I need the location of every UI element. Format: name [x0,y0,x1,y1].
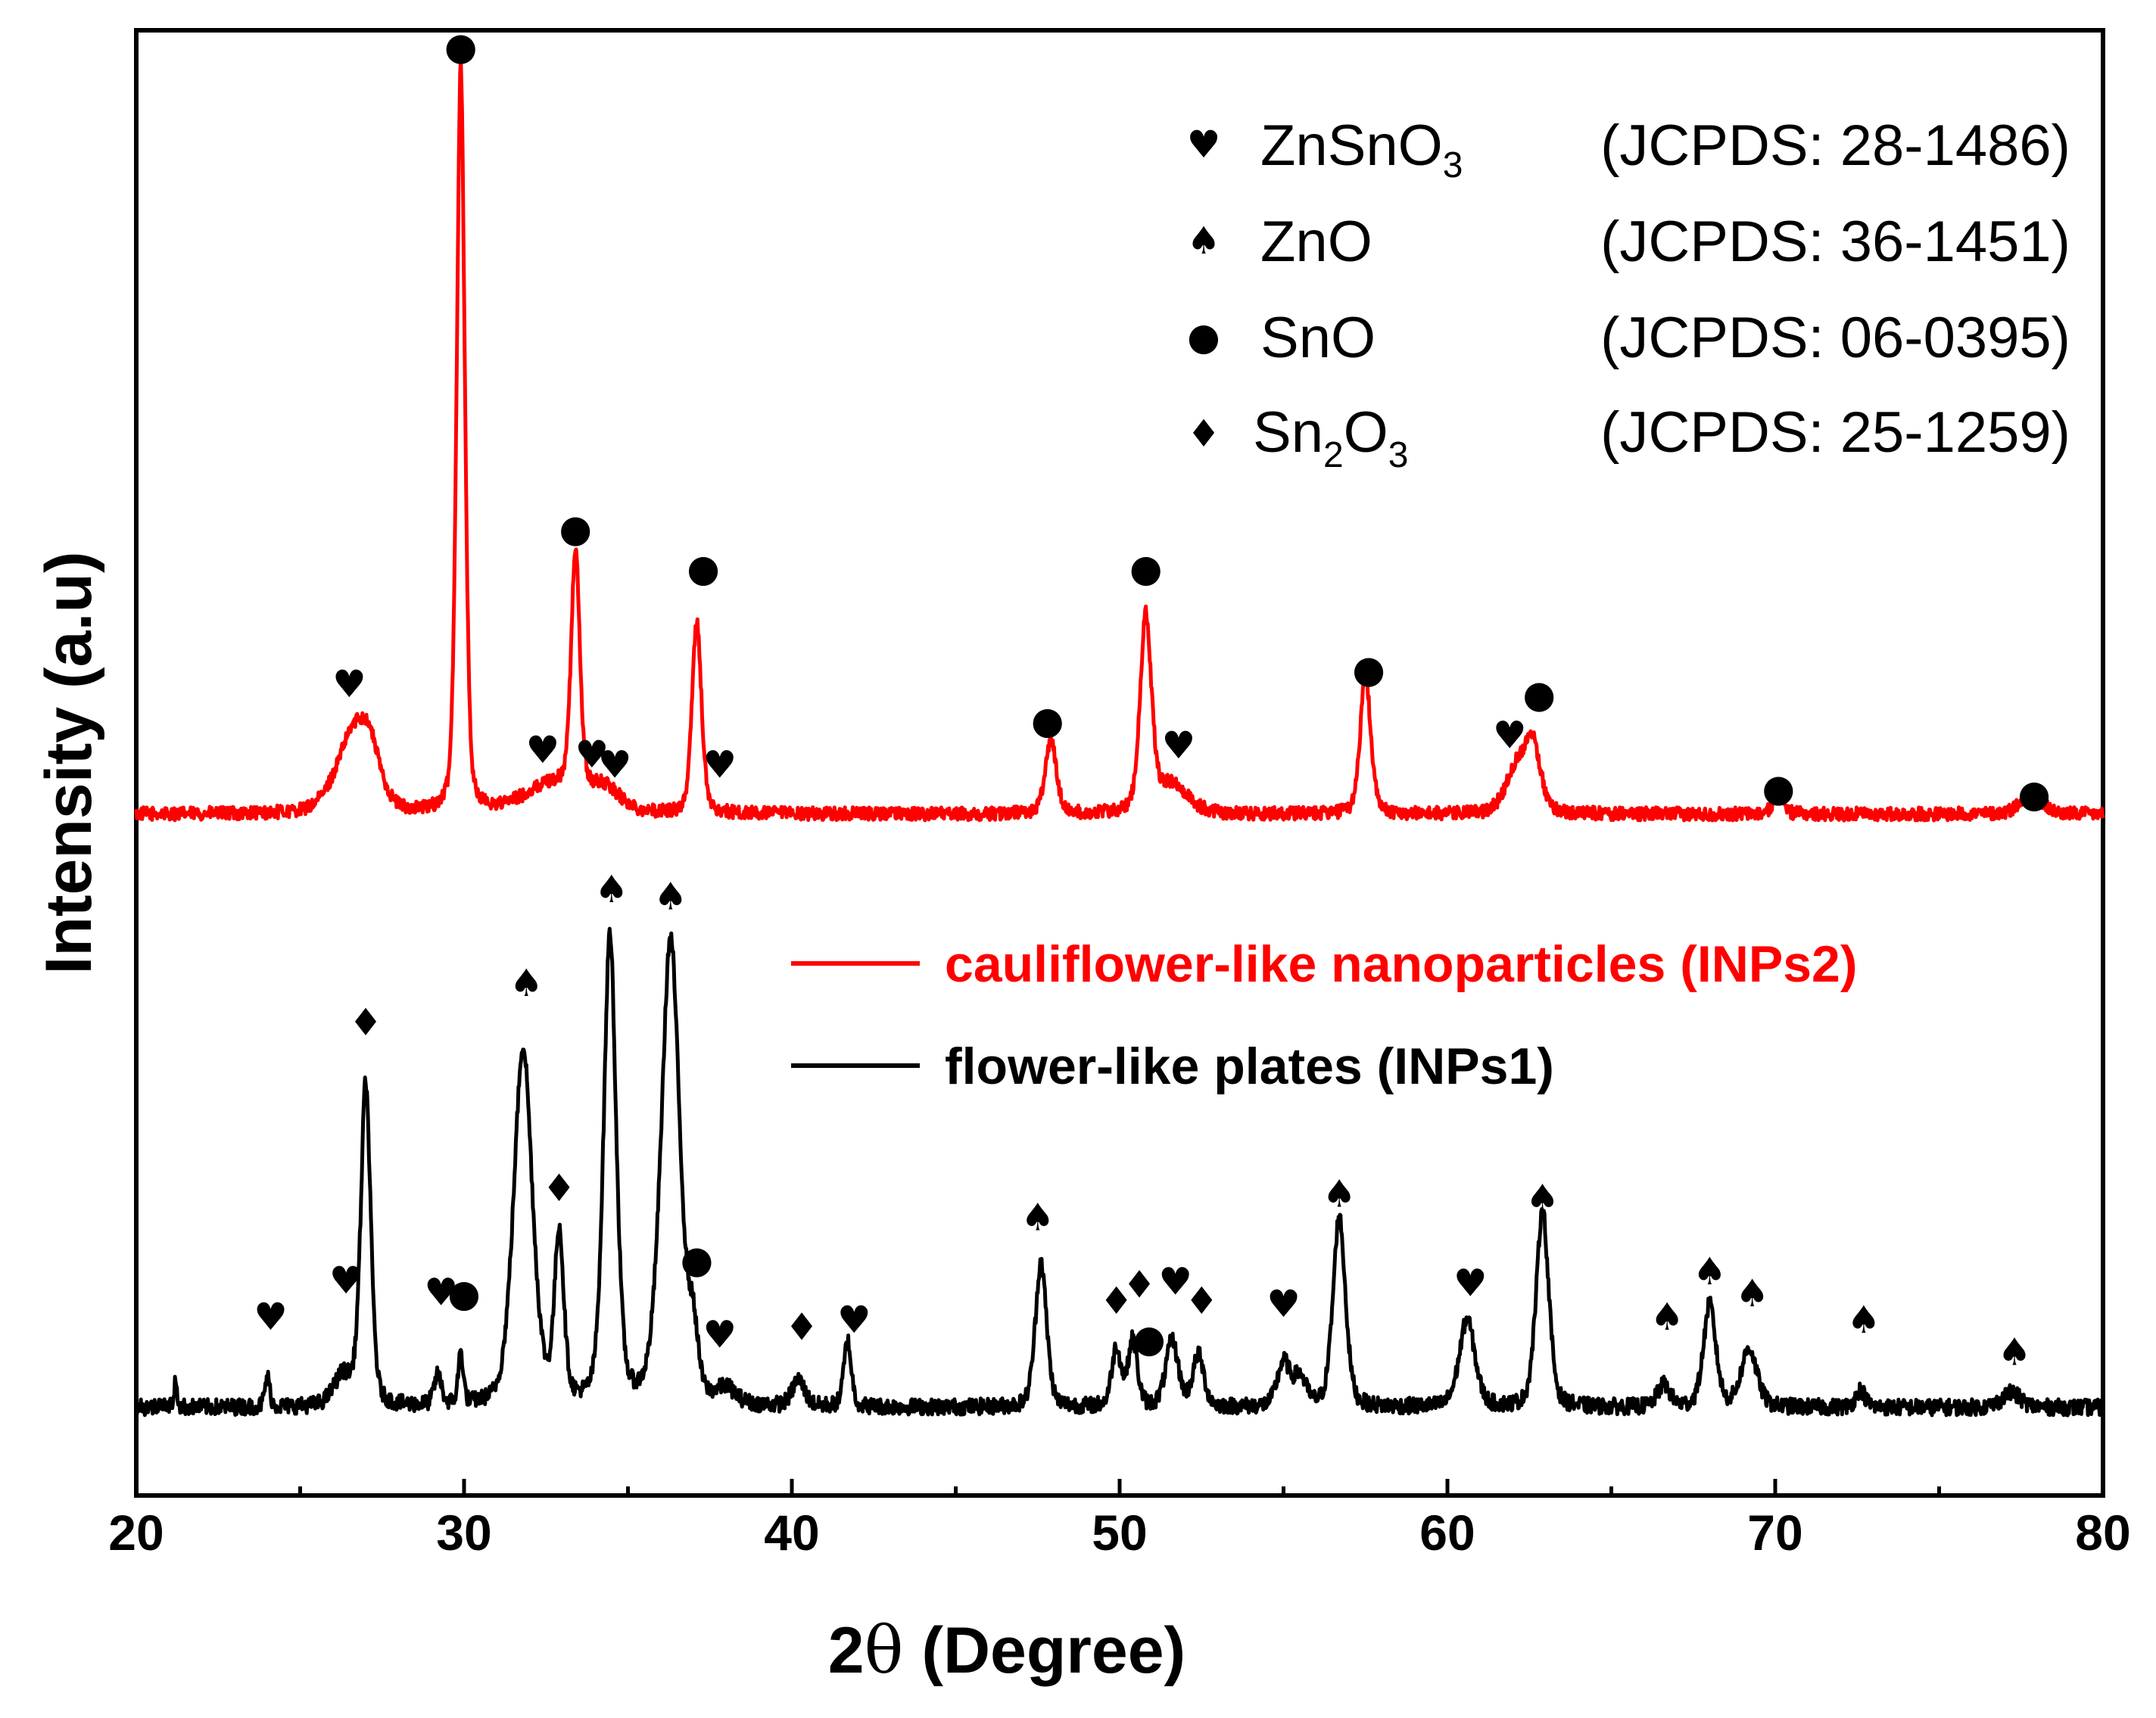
spade-marker: ♠ [653,875,687,919]
circle-marker: ● [1031,699,1064,742]
reference-jcpds-sn2o3: (JCPDS: 25-1259) [1600,400,2070,465]
diamond-marker: ♦ [349,1001,383,1044]
legend-label-inps1: flower-like plates (INPs1) [945,1038,1554,1095]
heart-marker: ♥ [837,1298,871,1342]
y-axis-title: Intensity (a.u) [33,551,105,974]
heart-marker: ♥ [332,662,366,706]
heart-marker: ♥ [329,1259,363,1303]
reference-legend: ♥ ZnSnO3 (JCPDS: 28-1486) ♠ ZnO (JCPDS: … [1187,114,2070,475]
circle-marker: ● [1762,766,1796,810]
diamond-icon: ♦ [1187,412,1221,456]
spade-marker: ♠ [1693,1250,1727,1293]
spade-marker: ♠ [594,867,628,911]
reference-jcpds-zno: (JCPDS: 36-1451) [1600,210,2070,274]
heart-marker: ♥ [1453,1262,1488,1306]
series-layer [134,57,2105,1418]
spade-marker: ♠ [1735,1271,1769,1315]
circle-marker: ● [559,507,592,551]
diamond-marker: ♦ [1099,1279,1133,1323]
reference-jcpds-sno: (JCPDS: 06-0395) [1600,306,2070,370]
circle-icon: ● [1187,315,1220,359]
spade-marker: ♠ [1323,1172,1357,1216]
spade-marker: ♠ [509,961,544,1005]
circle-marker: ● [444,25,478,69]
x-tick-label: 40 [764,1505,819,1561]
diamond-marker: ♦ [785,1306,819,1349]
x-tick-label: 50 [1092,1505,1147,1561]
heart-marker: ♥ [1493,714,1527,758]
heart-marker: ♥ [598,742,632,786]
series-line-inps2 [134,57,2105,823]
circle-marker: ● [687,546,720,590]
spade-marker: ♠ [1846,1298,1880,1342]
x-tick-label: 80 [2075,1505,2130,1561]
series-line-inps1 [134,926,2105,1418]
spade-marker: ♠ [1020,1196,1055,1240]
x-tick-label: 30 [436,1505,491,1561]
heart-marker: ♥ [254,1295,288,1339]
reference-entry-sno: ● SnO (JCPDS: 06-0395) [1187,306,2070,370]
circle-marker: ● [447,1271,481,1315]
circle-marker: ● [2017,772,2051,816]
reference-jcpds-znsno3: (JCPDS: 28-1486) [1600,114,2070,178]
heart-marker: ♥ [1162,724,1196,767]
heart-marker: ♥ [703,742,737,786]
reference-entry-zno: ♠ ZnO (JCPDS: 36-1451) [1187,210,2070,274]
diamond-marker: ♦ [1123,1263,1157,1307]
spade-icon: ♠ [1187,219,1221,263]
x-axis-ticks: 20 30 40 50 60 70 80 [108,1479,2131,1561]
circle-marker: ● [681,1238,714,1282]
reference-phase-sno: SnO [1260,306,1376,370]
heart-marker: ♥ [1266,1282,1301,1326]
heart-marker: ♥ [526,728,560,772]
x-tick-label: 20 [108,1505,164,1561]
heart-marker: ♥ [424,1270,458,1314]
reference-phase-zno: ZnO [1260,210,1372,274]
spade-marker: ♠ [1998,1331,2032,1374]
circle-marker: ● [1133,1317,1166,1361]
phase-markers: ♥●♥●♥♥●♥●●♥●♥●● ●♦♠♦♠ ♠♥♥ ♥●●♥ ♦ ♥♠♦♦●♥♦ ♥♠♥♠♠… [254,25,2051,1374]
heart-marker: ♥ [703,1312,737,1356]
circle-marker: ● [1522,672,1556,716]
spade-marker: ♠ [1525,1176,1559,1220]
x-tick-label: 60 [1419,1505,1475,1561]
heart-marker: ♥ [1158,1260,1192,1304]
reference-entry-znsno3: ♥ ZnSnO3 (JCPDS: 28-1486) [1187,114,2070,185]
diamond-marker: ♦ [1185,1279,1219,1323]
reference-phase-znsno3: ZnSnO3 [1260,114,1463,185]
circle-marker: ● [1352,647,1385,691]
spade-marker: ♠ [1650,1295,1684,1339]
reference-phase-sn2o3: Sn2O3 [1253,400,1409,475]
diamond-marker: ♦ [542,1166,576,1210]
x-tick-label: 70 [1747,1505,1802,1561]
x-axis-title: 2θ (Degree) [828,1613,1185,1688]
series-legend: cauliflower-like nanoparticles (INPs2) f… [791,935,1857,1095]
circle-marker: ● [1129,546,1163,590]
reference-entry-sn2o3: ♦ Sn2O3 (JCPDS: 25-1259) [1187,400,2070,475]
heart-icon: ♥ [1187,123,1221,167]
heart-marker: ♥ [575,733,609,777]
legend-label-inps2: cauliflower-like nanoparticles (INPs2) [945,935,1857,993]
